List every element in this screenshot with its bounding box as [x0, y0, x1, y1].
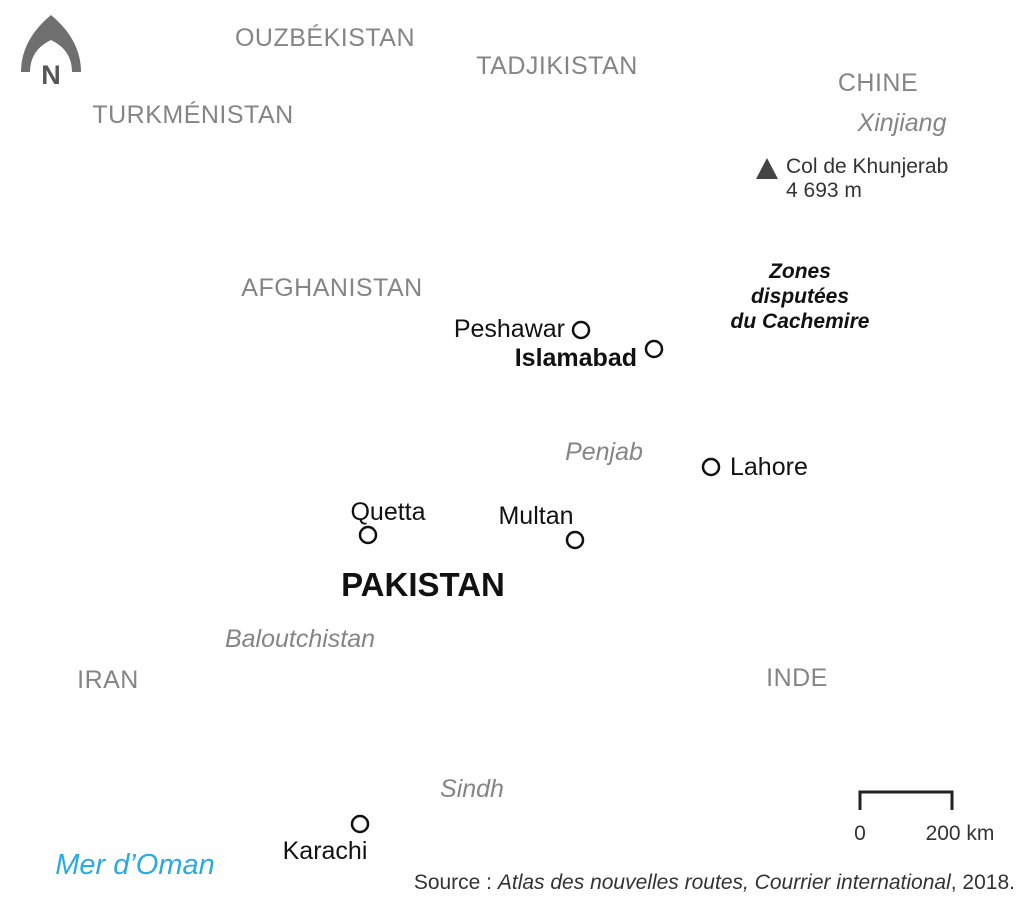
sea-label: Mer d’Oman: [55, 849, 215, 881]
disputed-label: du Cachemire: [731, 310, 870, 333]
source-suffix: , 2018.: [951, 871, 1015, 894]
pass-name: Col de Khunjerab: [786, 155, 948, 178]
city-marker: [565, 530, 585, 550]
city-marker: [350, 814, 370, 834]
country-label: IRAN: [77, 666, 139, 694]
scale-start: 0: [854, 822, 866, 845]
country-label: AFGHANISTAN: [241, 274, 422, 302]
disputed-label: Zones: [768, 260, 831, 283]
region-label: Baloutchistan: [225, 625, 375, 653]
source-prefix: Source :: [414, 871, 498, 894]
capital-label: Islamabad: [515, 344, 637, 372]
city-label: Peshawar: [454, 315, 565, 343]
city-marker: [571, 320, 591, 340]
capital-marker: [644, 339, 664, 359]
country-label: TADJIKISTAN: [476, 52, 638, 80]
region-label: Sindh: [440, 775, 504, 803]
pass-elevation: 4 693 m: [786, 179, 862, 202]
source-title: Atlas des nouvelles routes, Courrier int…: [496, 871, 952, 894]
region-label: Xinjiang: [857, 109, 947, 137]
compass-arrow: [21, 15, 81, 72]
city-marker: [358, 525, 378, 545]
country-label: INDE: [766, 664, 828, 692]
scale-bar: 0 200 km: [854, 790, 995, 845]
disputed-label: disputées: [751, 285, 849, 308]
city-label: Lahore: [730, 453, 808, 481]
compass: N: [21, 15, 81, 90]
compass-label: N: [41, 60, 61, 90]
source: Source : Atlas des nouvelles routes, Cou…: [414, 871, 1015, 894]
city-label: Karachi: [283, 837, 368, 865]
scale-end: 200 km: [926, 822, 995, 845]
country-label: OUZBÉKISTAN: [235, 23, 415, 52]
city-marker: [701, 457, 721, 477]
country-label: CHINE: [838, 69, 918, 97]
country-label: PAKISTAN: [341, 566, 505, 603]
city-label: Quetta: [350, 498, 425, 526]
scale-line: [858, 790, 954, 810]
city-label: Multan: [498, 502, 573, 530]
region-label: Penjab: [565, 438, 643, 466]
pass-marker: [756, 158, 778, 179]
country-label: TURKMÉNISTAN: [92, 100, 293, 129]
